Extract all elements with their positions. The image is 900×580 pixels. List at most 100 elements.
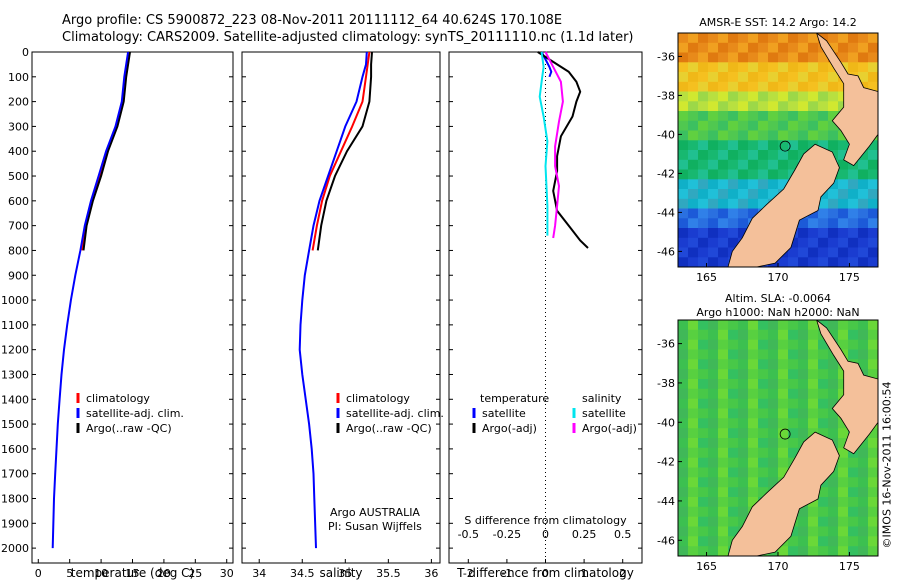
map-cell	[748, 457, 759, 469]
map-cell	[818, 62, 829, 73]
map-cell	[818, 546, 829, 556]
map-cell	[848, 228, 859, 239]
map-cell	[838, 546, 849, 556]
map-cell	[698, 120, 709, 132]
map-cell	[738, 130, 749, 141]
map-cell	[758, 467, 769, 478]
map-cell	[708, 150, 719, 161]
map-cell	[708, 339, 719, 351]
map-cell	[698, 349, 709, 360]
salinity-tick-label-0: 34	[252, 567, 266, 580]
map-cell	[828, 179, 839, 190]
map-cell	[868, 169, 878, 180]
difference-tick-label-2: 0	[542, 567, 549, 580]
map-cell	[778, 101, 789, 112]
profile-title: Argo profile: CS 5900872_223 08-Nov-2011…	[62, 13, 563, 28]
map-cell	[728, 189, 739, 200]
map-cell	[858, 506, 869, 518]
map-cell	[758, 398, 769, 410]
map-cell	[858, 359, 869, 370]
map-cell	[848, 247, 859, 258]
map-cell	[778, 320, 789, 331]
map-cell	[728, 497, 739, 508]
map-lon-tick-0: 165	[696, 271, 717, 284]
map-cell	[858, 247, 869, 258]
map-cell	[858, 457, 869, 469]
temperature-legend-label-1: satellite-adj. clim.	[86, 407, 184, 420]
credit-pi: PI: Susan Wijffels	[328, 520, 422, 533]
map-cell	[718, 438, 729, 449]
map-cell	[828, 81, 839, 93]
map-cell	[698, 33, 709, 44]
map-cell	[728, 438, 739, 449]
map-cell	[778, 447, 789, 459]
map-cell	[718, 130, 729, 141]
map-cell	[698, 388, 709, 400]
map-cell	[848, 169, 859, 180]
difference-series-1	[537, 51, 589, 249]
map-cell	[718, 526, 729, 537]
map-cell	[728, 447, 739, 459]
map-cell	[678, 81, 689, 93]
map-cell	[738, 62, 749, 73]
map-cell	[798, 52, 809, 63]
map-cell	[758, 101, 769, 112]
map-cell	[748, 101, 759, 112]
map-cell	[688, 62, 699, 73]
map-cell	[768, 111, 779, 122]
map-cell	[698, 198, 709, 210]
map-cell	[808, 72, 819, 83]
map-cell	[868, 438, 878, 449]
map-cell	[858, 228, 869, 239]
map-cell	[718, 447, 729, 459]
map-cell	[808, 33, 819, 44]
map-cell	[788, 247, 799, 258]
map-cell	[848, 208, 859, 219]
sst-map-title: AMSR-E SST: 14.2 Argo: 14.2	[699, 16, 857, 29]
map-cell	[818, 369, 829, 380]
map-cell	[688, 379, 699, 390]
map-cell	[708, 438, 719, 449]
map-cell	[678, 467, 689, 478]
map-cell	[748, 359, 759, 370]
map-cell	[748, 418, 759, 429]
map-cell	[818, 526, 829, 537]
map-cell	[798, 369, 809, 380]
map-cell	[838, 487, 849, 498]
map-cell	[828, 408, 839, 419]
depth-tick-label-18: 1800	[1, 493, 29, 506]
map-cell	[808, 339, 819, 351]
map-cell	[868, 208, 878, 219]
salinity-legend-label-2: Argo(..raw -QC)	[346, 422, 432, 435]
map-cell	[808, 418, 819, 429]
map-cell	[738, 218, 749, 229]
map-cell	[848, 487, 859, 498]
map-cell	[828, 72, 839, 83]
map-cell	[788, 91, 799, 102]
map-cell	[808, 257, 819, 267]
map-cell	[748, 428, 759, 439]
map-cell	[758, 457, 769, 469]
map-cell	[738, 408, 749, 419]
map-cell	[688, 467, 699, 478]
map-cell	[728, 398, 739, 410]
map-cell	[718, 189, 729, 200]
map-cell	[788, 257, 799, 267]
map-cell	[858, 62, 869, 73]
map-cell	[738, 497, 749, 508]
depth-tick-label-9: 900	[8, 269, 29, 282]
map-cell	[728, 62, 739, 73]
map-cell	[708, 228, 719, 239]
depth-tick-label-4: 400	[8, 145, 29, 158]
map-cell	[678, 477, 689, 488]
map-cell	[688, 237, 699, 249]
map-cell	[718, 497, 729, 508]
map-cell	[768, 62, 779, 73]
map-cell	[698, 150, 709, 161]
map-cell	[798, 408, 809, 419]
map-cell	[868, 72, 878, 83]
map-cell	[838, 228, 849, 239]
map-cell	[868, 81, 878, 93]
map-cell	[718, 457, 729, 469]
